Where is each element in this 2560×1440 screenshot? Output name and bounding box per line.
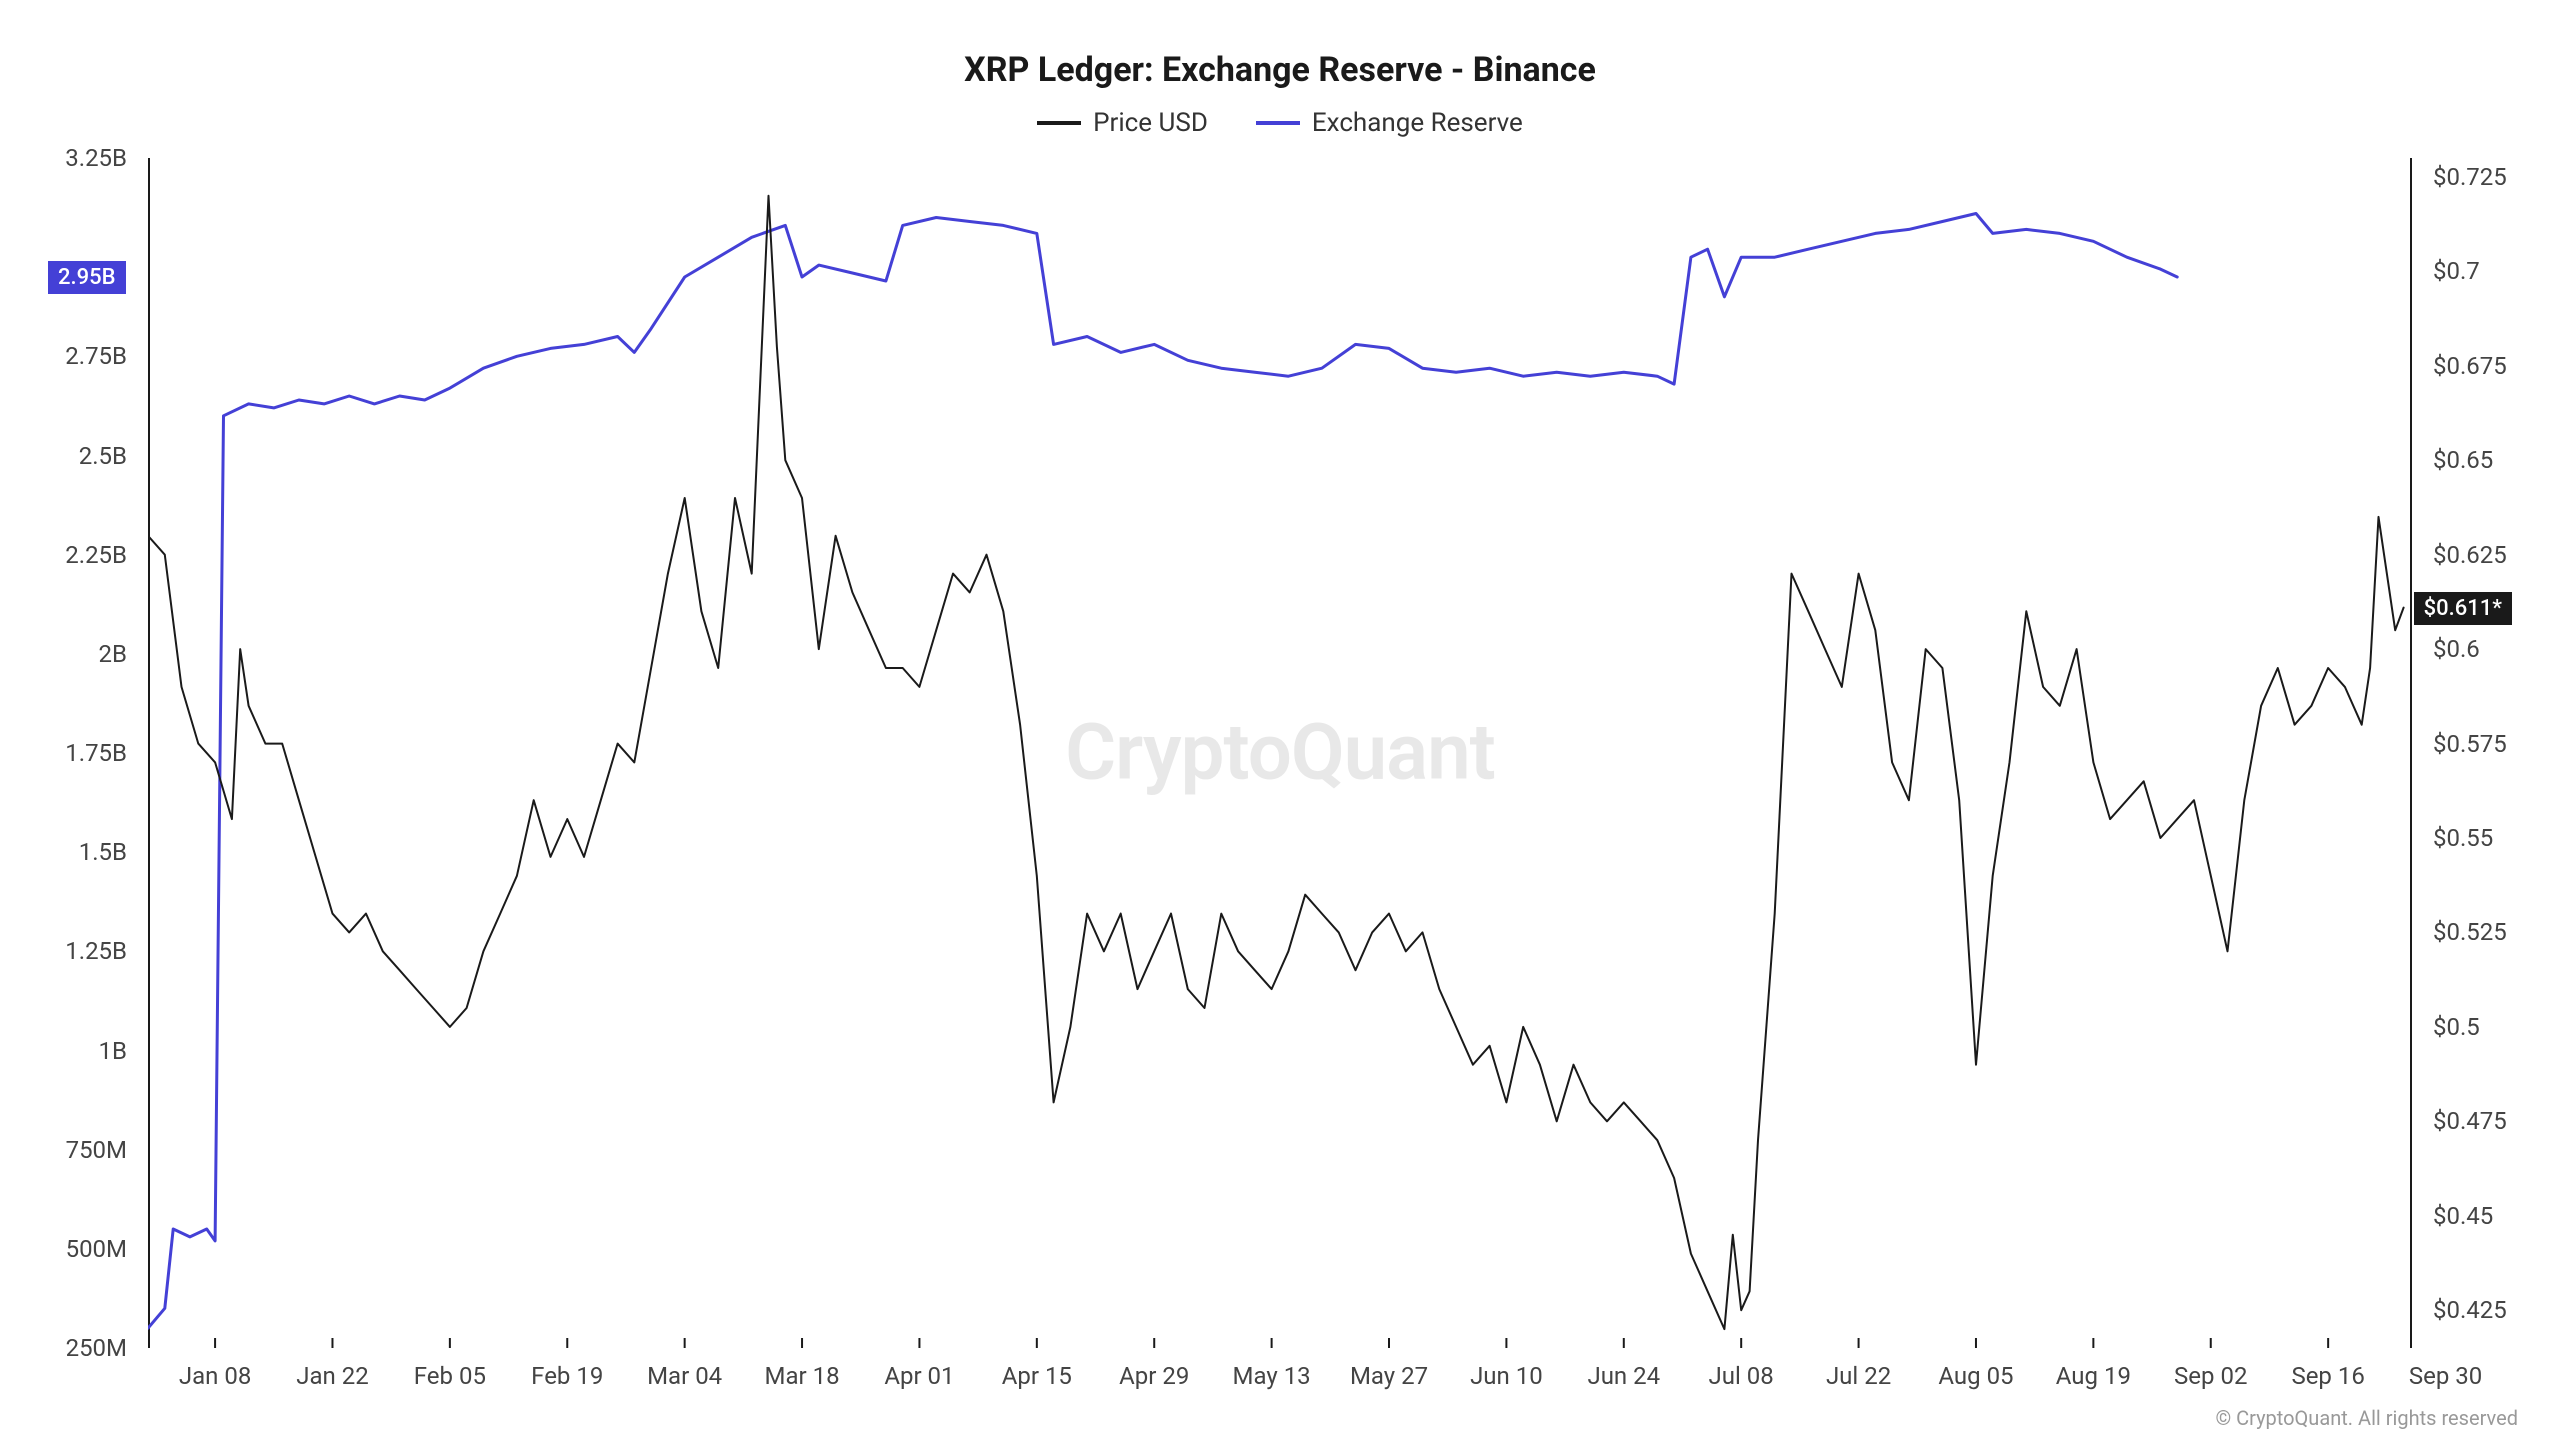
legend-swatch-reserve bbox=[1256, 121, 1300, 125]
y-left-tick-label: 2.75B bbox=[35, 342, 127, 370]
x-tick-label: Jun 24 bbox=[1587, 1362, 1660, 1390]
y-right-tick-label: $0.45 bbox=[2433, 1202, 2525, 1230]
chart-svg bbox=[148, 158, 2412, 1348]
y-right-tick-label: $0.725 bbox=[2433, 163, 2525, 191]
y-left-tick-label: 1.25B bbox=[35, 937, 127, 965]
chart-title: XRP Ledger: Exchange Reserve - Binance bbox=[40, 50, 2520, 90]
y-right-tick-label: $0.425 bbox=[2433, 1296, 2525, 1324]
y-right-tick-label: $0.625 bbox=[2433, 541, 2525, 569]
x-tick-label: Sep 02 bbox=[2174, 1362, 2247, 1390]
y-left-tick-label: 2.5B bbox=[35, 442, 127, 470]
y-left-tick-label: 1.75B bbox=[35, 739, 127, 767]
y-right-tick-label: $0.55 bbox=[2433, 824, 2525, 852]
x-tick-label: May 13 bbox=[1233, 1362, 1311, 1390]
legend-label-reserve: Exchange Reserve bbox=[1312, 108, 1523, 138]
x-tick-label: Jan 08 bbox=[179, 1362, 251, 1390]
x-tick-label: Aug 19 bbox=[2056, 1362, 2131, 1390]
y-left-tick-label: 2.25B bbox=[35, 541, 127, 569]
x-tick-label: Feb 05 bbox=[414, 1362, 486, 1390]
legend-label-price: Price USD bbox=[1093, 108, 1208, 138]
y-right-badge: $0.611* bbox=[2414, 592, 2512, 625]
x-tick-label: Jun 10 bbox=[1470, 1362, 1543, 1390]
x-tick-label: Apr 29 bbox=[1119, 1362, 1189, 1390]
x-tick-label: Jul 08 bbox=[1709, 1362, 1774, 1390]
x-tick-label: Feb 19 bbox=[531, 1362, 603, 1390]
y-right-tick-label: $0.575 bbox=[2433, 730, 2525, 758]
y-left-tick-label: 2B bbox=[35, 640, 127, 668]
x-tick-label: Jan 22 bbox=[296, 1362, 368, 1390]
chart-container: XRP Ledger: Exchange Reserve - Binance P… bbox=[0, 0, 2560, 1440]
y-right-tick-label: $0.525 bbox=[2433, 918, 2525, 946]
y-right-tick-label: $0.5 bbox=[2433, 1013, 2525, 1041]
y-left-tick-label: 500M bbox=[35, 1235, 127, 1263]
y-right-tick-label: $0.65 bbox=[2433, 446, 2525, 474]
copyright: © CryptoQuant. All rights reserved bbox=[2215, 1406, 2518, 1430]
y-right-tick-label: $0.475 bbox=[2433, 1107, 2525, 1135]
x-tick-label: Apr 15 bbox=[1002, 1362, 1072, 1390]
legend: Price USD Exchange Reserve bbox=[40, 108, 2520, 138]
chart-area: CryptoQuant 250M500M750M1B1.25B1.5B1.75B… bbox=[40, 158, 2520, 1410]
plot-region: CryptoQuant bbox=[148, 158, 2412, 1348]
x-tick-label: Mar 18 bbox=[764, 1362, 839, 1390]
legend-item-price: Price USD bbox=[1037, 108, 1208, 138]
x-tick-label: Mar 04 bbox=[647, 1362, 722, 1390]
y-left-tick-label: 1B bbox=[35, 1037, 127, 1065]
y-right-tick-label: $0.7 bbox=[2433, 257, 2525, 285]
y-right-tick-label: $0.6 bbox=[2433, 635, 2525, 663]
y-left-tick-label: 250M bbox=[35, 1334, 127, 1362]
y-right-tick-label: $0.675 bbox=[2433, 352, 2525, 380]
y-left-tick-label: 3.25B bbox=[35, 144, 127, 172]
x-tick-label: Apr 01 bbox=[884, 1362, 954, 1390]
legend-item-reserve: Exchange Reserve bbox=[1256, 108, 1523, 138]
x-tick-label: Jul 22 bbox=[1826, 1362, 1891, 1390]
y-left-badge: 2.95B bbox=[48, 261, 126, 294]
x-tick-label: Aug 05 bbox=[1938, 1362, 2013, 1390]
y-left-tick-label: 750M bbox=[35, 1136, 127, 1164]
x-tick-label: Sep 30 bbox=[2409, 1362, 2482, 1390]
y-left-tick-label: 1.5B bbox=[35, 838, 127, 866]
legend-swatch-price bbox=[1037, 121, 1081, 125]
x-tick-label: May 27 bbox=[1350, 1362, 1428, 1390]
x-tick-label: Sep 16 bbox=[2291, 1362, 2364, 1390]
